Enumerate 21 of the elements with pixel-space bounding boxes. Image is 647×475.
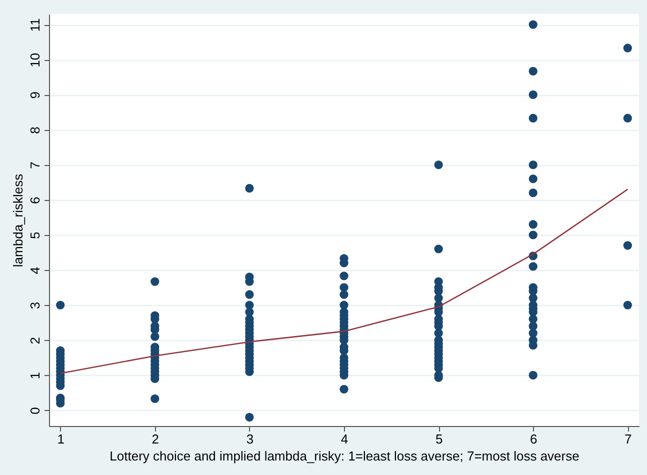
y-tick-label: 3 [28,302,42,310]
y-tick-label: 0 [28,407,42,414]
y-tick-label: 6 [28,196,42,204]
x-axis-title: Lottery choice and implied lambda_risky: 1=least loss averse; 7=most loss averse [110,448,580,464]
x-tick-label: 1 [57,432,64,446]
y-tick-label: 7 [28,162,42,169]
y-tick-label: 9 [28,92,42,99]
x-tick-label: 4 [340,432,348,446]
y-tick-label: 5 [28,232,42,240]
y-tick-label: 2 [28,336,42,344]
x-tick-label: 2 [152,432,160,446]
y-tick-label: 10 [28,52,42,68]
x-tick-label: 6 [530,432,538,446]
y-tick-label: 11 [28,18,42,32]
y-tick-label: 4 [28,266,42,274]
y-tick-label: 8 [28,126,42,134]
x-tick-label: 5 [435,432,443,446]
x-tick-label: 3 [246,432,254,446]
y-axis-title: lambda_riskless [10,173,26,268]
y-tick-label: 1 [28,372,42,380]
x-tick-label: 7 [624,432,632,446]
